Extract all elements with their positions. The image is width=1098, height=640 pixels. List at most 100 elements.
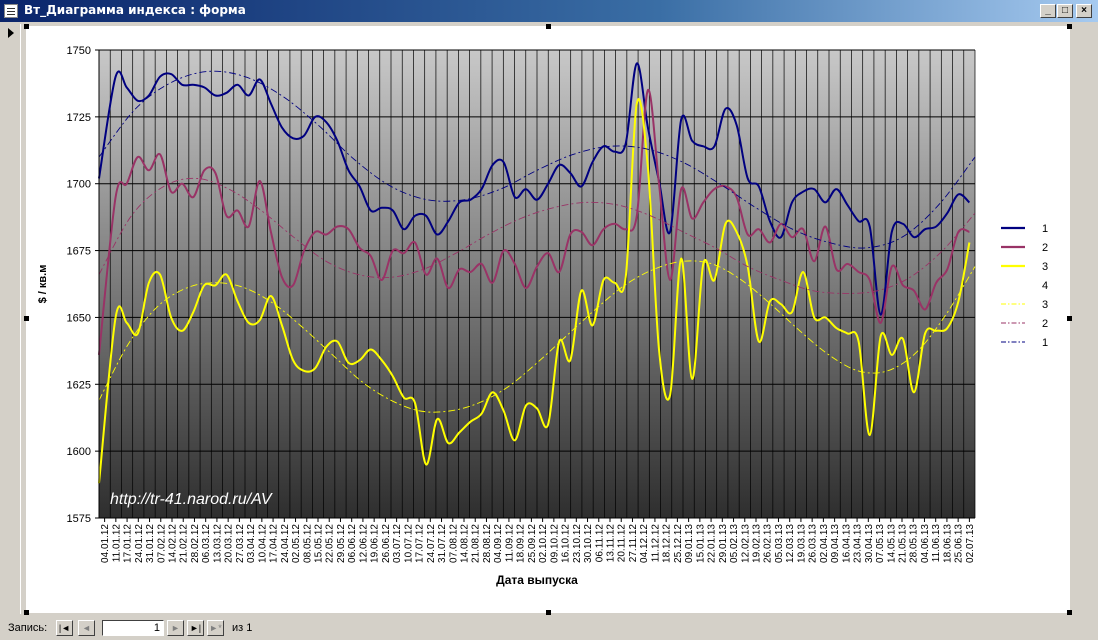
x-tick-label: 06.06.12 [347, 524, 358, 563]
close-button[interactable]: × [1076, 4, 1092, 18]
x-tick-label: 25.06.13 [954, 524, 965, 563]
x-tick-label: 25.12.12 [673, 524, 684, 563]
x-tick-label: 06.11.12 [594, 524, 605, 563]
y-axis-label: $ / кв.м [37, 265, 49, 304]
legend-label: 3 [1042, 299, 1048, 311]
x-tick-label: 06.03.12 [201, 524, 212, 563]
x-tick-label: 09.10.12 [549, 524, 560, 563]
x-tick-label: 11.06.13 [931, 524, 942, 563]
legend-label: 2 [1042, 242, 1048, 254]
x-tick-label: 17.04.12 [269, 524, 280, 563]
minimize-button[interactable]: _ [1040, 4, 1056, 18]
x-tick-label: 18.06.13 [942, 524, 953, 563]
x-tick-label: 02.10.12 [538, 524, 549, 563]
x-tick-label: 21.05.13 [898, 524, 909, 563]
x-tick-label: 14.08.12 [460, 524, 471, 563]
resize-handle[interactable] [24, 316, 29, 321]
x-tick-label: 12.03.13 [785, 524, 796, 563]
x-tick-label: 17.01.12 [123, 524, 134, 563]
series-line-2 [98, 89, 970, 356]
x-tick-label: 04.01.12 [100, 524, 111, 563]
x-axis-label: Дата выпуска [496, 573, 578, 587]
x-tick-label: 17.07.12 [415, 524, 426, 563]
y-tick-label: 1575 [67, 513, 91, 525]
legend-label: 4 [1042, 280, 1048, 292]
x-tick-label: 15.01.13 [695, 524, 706, 563]
resize-handle[interactable] [1067, 24, 1072, 29]
x-tick-label: 23.10.12 [572, 524, 583, 563]
x-tick-label: 12.06.12 [358, 524, 369, 563]
x-tick-label: 27.03.12 [235, 524, 246, 563]
x-tick-label: 18.12.12 [662, 524, 673, 563]
series-line-3 [98, 98, 971, 484]
x-tick-label: 22.05.12 [325, 524, 336, 563]
trend-line-2 [98, 177, 976, 294]
x-tick-label: 31.01.12 [145, 524, 156, 563]
x-tick-label: 31.07.12 [437, 524, 448, 563]
resize-handle[interactable] [546, 24, 551, 29]
x-tick-label: 21.02.12 [179, 524, 190, 563]
last-record-button[interactable]: ►| [187, 620, 204, 636]
record-selector[interactable] [4, 24, 21, 614]
window-title: Вт_Диаграмма индекса : форма [24, 3, 246, 17]
x-tick-label: 02.05.12 [291, 524, 302, 563]
x-tick-label: 29.05.12 [336, 524, 347, 563]
x-tick-label: 25.09.12 [527, 524, 538, 563]
first-record-button[interactable]: |◄ [56, 620, 73, 636]
legend-label: 1 [1042, 337, 1048, 349]
resize-handle[interactable] [24, 24, 29, 29]
x-tick-label: 03.07.12 [392, 524, 403, 563]
x-tick-label: 05.03.13 [774, 524, 785, 563]
y-tick-label: 1625 [67, 379, 91, 391]
x-tick-label: 23.04.13 [853, 524, 864, 563]
x-tick-label: 11.01.12 [111, 524, 122, 563]
new-record-button[interactable]: ►* [207, 620, 224, 636]
x-tick-label: 04.12.12 [639, 524, 650, 563]
record-number-input[interactable]: 1 [102, 620, 164, 636]
form-icon[interactable] [4, 4, 18, 18]
record-navigation-bar: Запись: |◄ ◄ 1 ► ►| ►* из 1 [0, 618, 1098, 640]
x-tick-label: 24.01.12 [134, 524, 145, 563]
title-bar[interactable]: Вт_Диаграмма индекса : форма _ □ × [0, 0, 1098, 22]
x-tick-label: 02.04.13 [819, 524, 830, 563]
of-label: из [232, 622, 244, 634]
x-tick-label: 19.02.13 [752, 524, 763, 563]
x-tick-label: 10.07.12 [403, 524, 414, 563]
x-tick-label: 14.02.12 [168, 524, 179, 563]
x-tick-label: 16.10.12 [561, 524, 572, 563]
x-tick-label: 13.03.12 [212, 524, 223, 563]
chart-object[interactable]: 1750 1725 1700 1675 1650 1625 1600 1575 04.01.1… [24, 24, 1072, 615]
y-tick-label: 1675 [67, 246, 91, 258]
x-tick-label: 30.10.12 [583, 524, 594, 563]
legend-label: 1 [1042, 223, 1048, 235]
previous-record-button[interactable]: ◄ [78, 620, 95, 636]
x-tick-label: 28.08.12 [482, 524, 493, 563]
resize-handle[interactable] [1067, 316, 1072, 321]
trend-line-3 [98, 260, 976, 413]
x-tick-label: 13.11.12 [606, 524, 617, 563]
x-tick-label: 18.09.12 [516, 524, 527, 563]
maximize-button[interactable]: □ [1057, 4, 1073, 18]
record-total: 1 [246, 622, 253, 634]
next-record-button[interactable]: ► [167, 620, 184, 636]
x-tick-label: 26.02.13 [763, 524, 774, 563]
x-tick-label: 12.02.13 [740, 524, 751, 563]
x-tick-label: 07.08.12 [448, 524, 459, 563]
x-tick-label: 02.07.13 [965, 524, 976, 563]
legend-label: 3 [1042, 261, 1048, 273]
x-tick-label: 27.11.12 [628, 524, 639, 563]
x-tick-label: 05.02.13 [729, 524, 740, 563]
record-label: Запись: [8, 622, 48, 634]
current-record-arrow-icon [8, 28, 14, 38]
resize-handle[interactable] [546, 610, 551, 615]
x-tick-label: 09.04.13 [830, 524, 841, 563]
resize-handle[interactable] [1067, 610, 1072, 615]
legend: 1 2 3 4 3 2 1 [1001, 223, 1048, 349]
x-tick-label: 07.02.12 [156, 524, 167, 563]
watermark: http://tr-41.narod.ru/AV [110, 491, 273, 508]
y-tick-label: 1725 [67, 112, 91, 124]
x-tick-label: 04.06.13 [920, 524, 931, 563]
x-tick-label: 08.05.12 [302, 524, 313, 563]
x-tick-label: 26.06.12 [381, 524, 392, 563]
resize-handle[interactable] [24, 610, 29, 615]
